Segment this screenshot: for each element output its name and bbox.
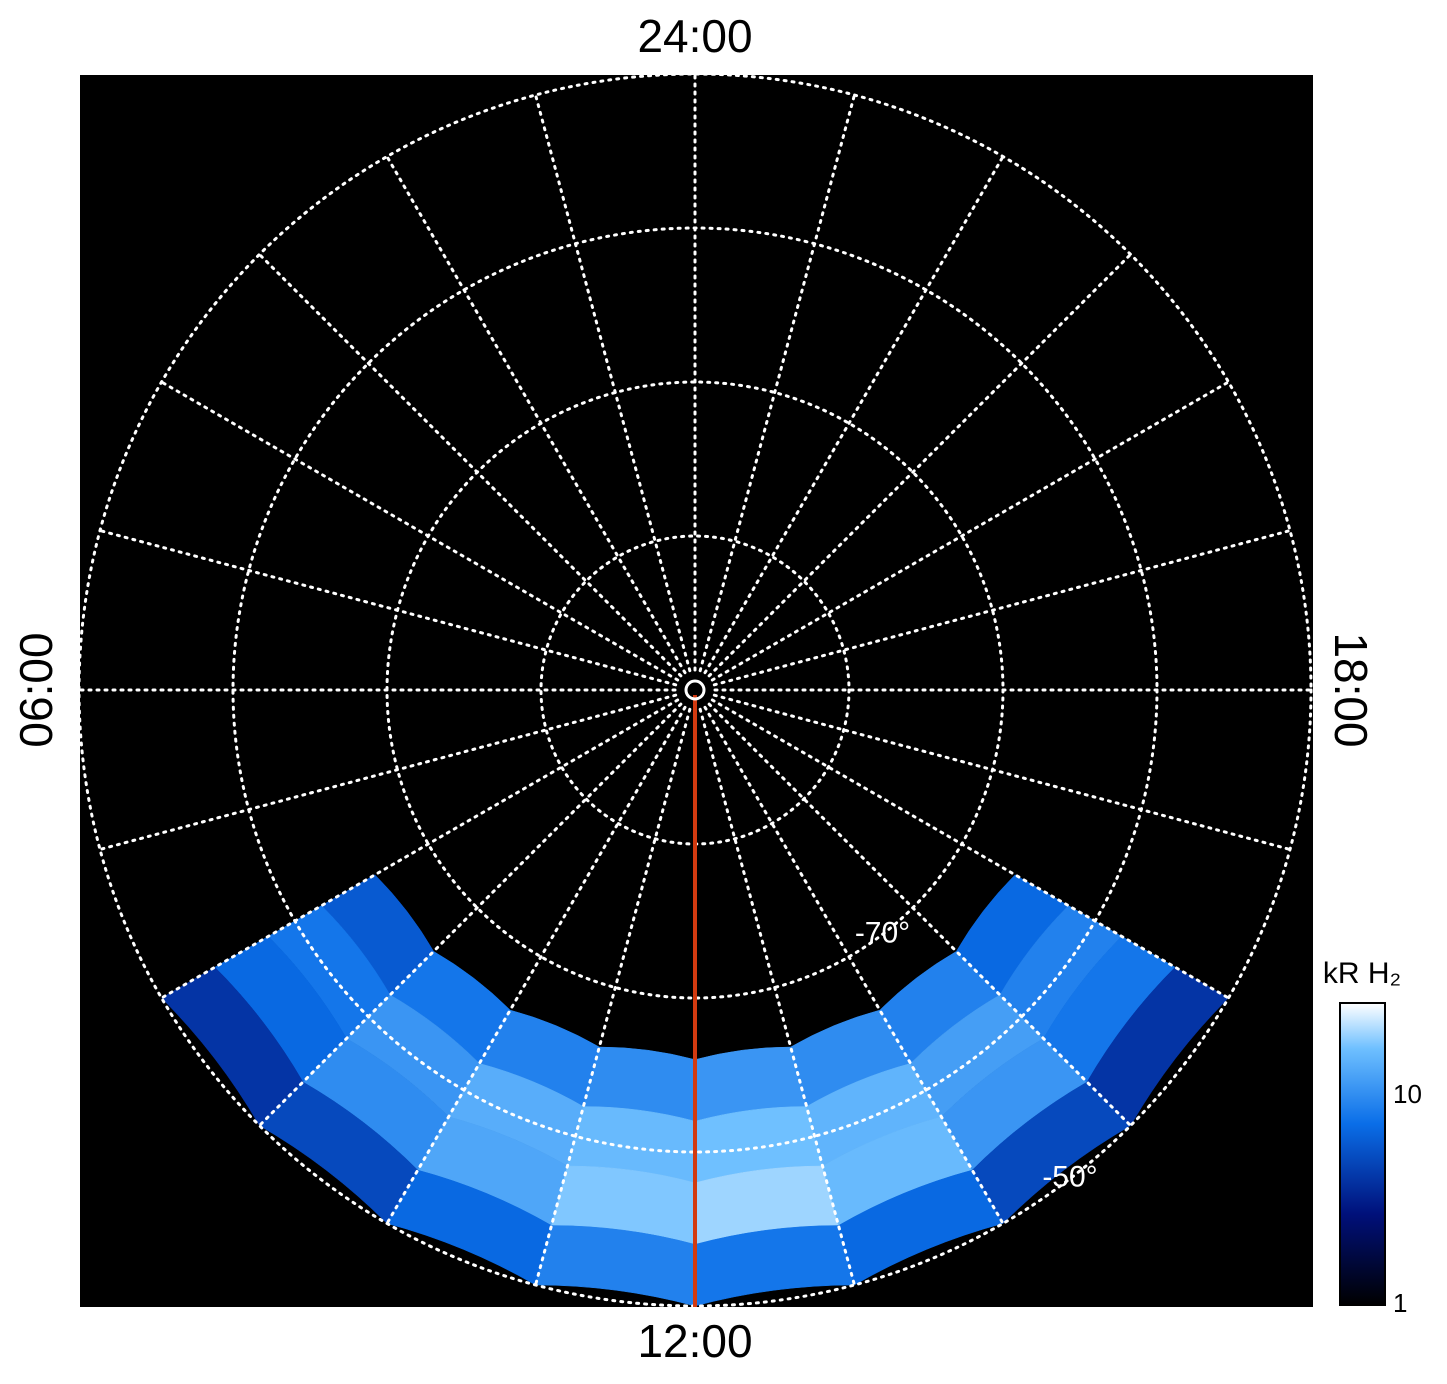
colorbar	[1339, 1002, 1386, 1306]
local-time-label: 18:00	[1325, 632, 1377, 747]
local-time-spoke	[707, 252, 1133, 678]
local-time-spoke	[98, 529, 678, 687]
local-time-spoke	[698, 93, 856, 673]
local-time-spoke	[712, 529, 1292, 687]
local-time-spoke	[534, 707, 692, 1287]
local-time-spoke	[710, 698, 1230, 1000]
local-time-spoke	[160, 380, 680, 682]
local-time-spoke	[385, 705, 687, 1225]
local-time-spoke	[257, 702, 683, 1128]
emission-layer	[161, 874, 1229, 1307]
local-time-spoke	[710, 380, 1230, 682]
local-time-label: 24:00	[637, 10, 752, 62]
colorbar-tick-label: 1	[1393, 1288, 1407, 1318]
colorbar-tick-label: 10	[1393, 1079, 1422, 1109]
local-time-spoke	[698, 707, 856, 1287]
pole-marker	[684, 679, 706, 701]
local-time-spoke	[703, 155, 1005, 675]
local-time-spoke	[98, 693, 678, 851]
latitude-label: -50°	[1042, 1161, 1097, 1194]
local-time-spoke	[534, 93, 692, 673]
latitude-label: -70°	[855, 916, 910, 949]
local-time-spoke	[160, 698, 680, 1000]
local-time-spoke	[257, 252, 683, 678]
local-time-spoke	[385, 155, 687, 675]
labels: 24:00 06:00 12:00 18:00 -70° -50° kR H₂ 1 10	[10, 10, 1422, 1367]
local-time-spoke	[712, 693, 1292, 851]
grid	[77, 72, 1313, 1308]
local-time-spoke	[707, 702, 1133, 1128]
colorbar-label: kR H₂	[1323, 957, 1401, 990]
local-time-label: 06:00	[10, 632, 62, 747]
local-time-spoke	[703, 705, 1005, 1225]
local-time-label: 12:00	[637, 1315, 752, 1367]
